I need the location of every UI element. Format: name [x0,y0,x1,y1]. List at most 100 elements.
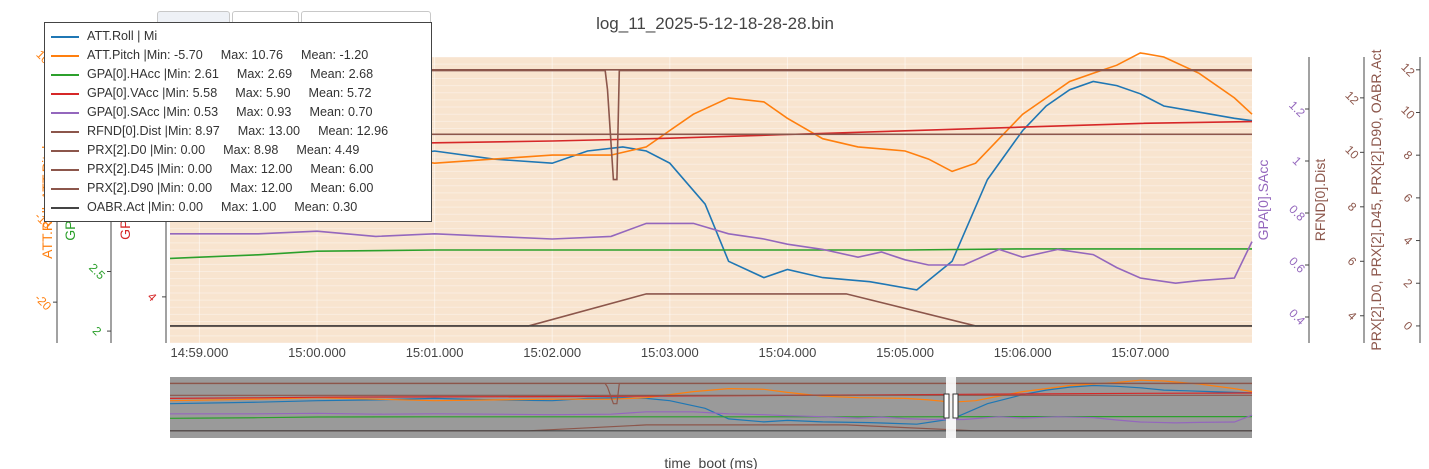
legend-max: Max: 8.98 [223,143,279,157]
legend-min: Min: 8.97 [167,124,220,138]
y-tick-label: 4 [1401,233,1416,248]
y-tick-label: 0.4 [1286,306,1308,328]
legend-item[interactable]: PRX[2].D90 | Min: 0.00 Max: 12.00 Mean: 6.… [51,179,373,197]
legend-swatch [51,187,79,190]
legend-item[interactable]: PRX[2].D0 | Min: 0.00 Max: 8.98 Mean: 4.49 [51,141,359,159]
series-line-gpa-0-hacc [169,248,1252,260]
legend-swatch [51,111,79,114]
y-tick-label: 8 [1345,199,1360,214]
legend-min: Min: 2.61 [167,67,219,81]
y-axis-label-rfnd: RFND[0].Dist [1312,159,1328,242]
y-tick-label: 1.2 [1286,98,1308,120]
y-axis-label-sacc: GPA[0].SAcc [1255,160,1271,241]
chart-title: log_11_2025-5-12-18-28-28.bin [596,14,834,33]
legend-min: Min: 0.00 [153,143,206,157]
legend-mean: Mean: 6.00 [310,181,374,195]
x-tick-label: 15:05.000 [876,345,934,360]
x-tick-label: 14:59.000 [170,345,228,360]
legend-mean: Mean: 12.96 [318,124,389,138]
legend-mean: Mean: 6.00 [310,162,374,176]
y-tick-label: 10 [1398,103,1418,123]
legend-mean: Mean: 0.30 [294,200,358,214]
legend-min: Min: 5.58 [165,86,218,100]
legend: ATT.Roll | Mi ATT.Pitch | Min: -5.70 Max: … [44,22,432,222]
x-axis-label: time_boot (ms) [664,455,757,469]
x-tick-label: 15:07.000 [1111,345,1169,360]
legend-max: Max: 1.00 [220,200,277,214]
range-slider-handle[interactable] [943,377,959,438]
y-tick-label: 2 [90,324,105,339]
legend-name: PRX[2].D0 | [87,143,154,157]
legend-item[interactable]: ATT.Pitch | Min: -5.70 Max: 10.76 Mean: -1… [51,46,368,64]
x-axis: 14:59.000 15:00.000 15:01.000 15:02.000 15:0… [170,345,1169,360]
legend-item[interactable]: PRX[2].D45 | Min: 0.00 Max: 12.00 Mean: 6.… [51,160,373,178]
legend-item[interactable]: RFND[0].Dist | Min: 8.97 Max: 13.00 Mean: … [51,122,388,140]
legend-max: Max: 2.69 [236,67,293,81]
legend-item[interactable]: GPA[0].HAcc | Min: 2.61 Max: 2.69 Mean: 2.… [51,65,373,83]
legend-mean: Mean: -1.20 [301,48,369,62]
range-slider-traces [169,379,1253,432]
legend-min: Min: 0.00 [160,181,213,195]
legend-name: ATT.Pitch | [87,48,147,62]
slider-line [169,379,1253,403]
legend-name: GPA[0].VAcc | [87,86,166,100]
y-tick-label: 0.6 [1286,254,1308,276]
legend-max: Max: 5.90 [235,86,291,100]
legend-max: Max: 12.00 [230,181,293,195]
legend-swatch [51,92,79,95]
slider-line [169,416,1252,419]
legend-mean: Mean: 0.70 [309,105,373,119]
y-tick-label: 6 [1345,254,1360,269]
y-tick-label: 0.8 [1286,202,1308,224]
x-tick-label: 15:04.000 [759,345,817,360]
series-layer [169,52,1253,327]
slider-line [170,411,1253,424]
legend-name: OABR.Act | [87,200,152,214]
y-tick-label: 12 [1398,60,1418,80]
y-tick-label: 12 [1342,88,1362,108]
legend-swatch [51,73,79,76]
legend-min: Min: 0.00 [160,162,213,176]
legend-name: ATT.Roll | Mi [87,29,158,43]
legend-swatch [51,130,79,133]
legend-swatch [51,206,79,209]
legend-max: Max: 0.93 [236,105,292,119]
y-tick-label: 2 [1401,276,1416,291]
legend-name: GPA[0].HAcc | [87,67,168,81]
x-tick-label: 15:01.000 [406,345,464,360]
y-tick-label: 1 [1290,154,1305,169]
series-line-att-pitch [169,52,1253,173]
legend-name: GPA[0].SAcc | [87,105,167,119]
legend-min: Min: 0.53 [166,105,219,119]
legend-name: RFND[0].Dist | [87,124,168,138]
x-tick-label: 15:00.000 [288,345,346,360]
legend-mean: Mean: 2.68 [310,67,374,81]
x-tick-label: 15:03.000 [641,345,699,360]
legend-name: PRX[2].D90 | [87,181,161,195]
y-tick-label: 2.5 [86,261,108,283]
legend-mean: Mean: 4.49 [296,143,360,157]
y-tick-label: 4 [145,290,160,305]
y-axis-label-prx: PRX[2].D0, PRX[2].D45, PRX[2].D90, OABR.… [1368,49,1384,350]
y-tick-label: 8 [1401,148,1416,163]
legend-item[interactable]: GPA[0].VAcc | Min: 5.58 Max: 5.90 Mean: 5.… [51,84,372,102]
x-tick-label: 15:06.000 [994,345,1052,360]
legend-item[interactable]: ATT.Roll | Mi [51,27,157,45]
legend-max: Max: 10.76 [220,48,284,62]
legend-item[interactable]: OABR.Act | Min: 0.00 Max: 1.00 Mean: 0.30 [51,198,357,216]
y-tick-label: 10 [1342,143,1362,163]
y-tick-label: -20 [32,291,54,313]
legend-item[interactable]: GPA[0].SAcc | Min: 0.53 Max: 0.93 Mean: 0.… [51,103,372,121]
legend-min: Min: -5.70 [146,48,203,62]
series-line-att-roll [169,80,1253,291]
legend-swatch [51,168,79,171]
legend-max: Max: 12.00 [230,162,293,176]
legend-min: Min: 0.00 [151,200,203,214]
y-tick-label: 0 [1401,319,1416,334]
slider-line [169,392,1253,399]
legend-swatch [51,149,79,152]
legend-max: Max: 13.00 [237,124,301,138]
legend-mean: Mean: 5.72 [308,86,372,100]
legend-swatch [51,35,79,38]
legend-name: PRX[2].D45 | [87,162,161,176]
